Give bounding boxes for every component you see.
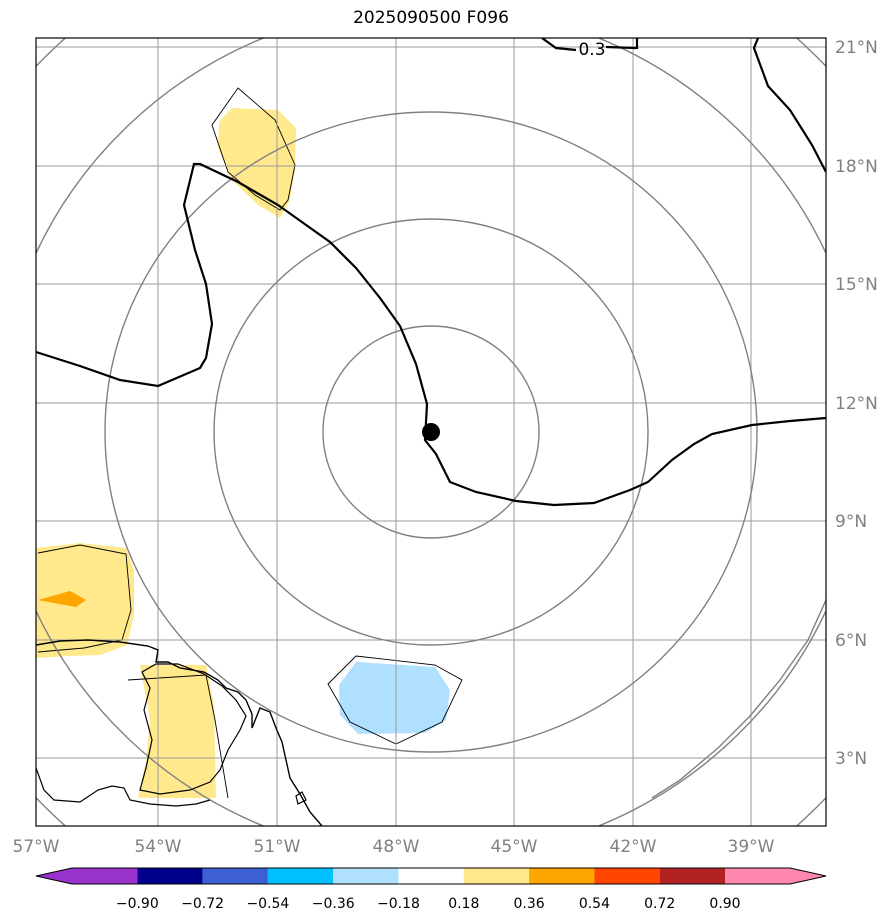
lon-tick: 42°W (610, 837, 657, 857)
colorbar-segment (725, 868, 790, 884)
storm-center-dot (422, 423, 440, 441)
colorbar-label: 0.54 (579, 896, 610, 912)
positive-anomaly-core (38, 591, 86, 607)
lon-tick: 48°W (373, 837, 420, 857)
map-frame (35, 37, 827, 827)
colorbar-label: 0.72 (644, 896, 675, 912)
colorbar-label: −0.18 (377, 896, 420, 912)
lon-tick: 39°W (728, 837, 775, 857)
lon-tick: 54°W (135, 837, 182, 857)
lat-tick: 21°N (835, 38, 878, 58)
range-ring-3 (104, 111, 758, 753)
thin-contour-negative (327, 655, 463, 745)
coastline-island (295, 791, 307, 805)
coastline-south-america (36, 639, 323, 826)
lat-tick: 9°N (835, 512, 867, 532)
lat-tick: 18°N (835, 157, 878, 177)
colorbar-label: 0.90 (709, 896, 740, 912)
contour-southeast (651, 599, 826, 799)
coastline-north-shore (36, 767, 211, 807)
coastline-inner (139, 663, 247, 795)
colorbar-segment (333, 868, 399, 884)
lon-tick: 45°W (491, 837, 538, 857)
zero-contour-northeast (752, 38, 826, 173)
colorbar-label: 0.36 (514, 896, 545, 912)
graticule (36, 38, 826, 826)
range-ring-2 (213, 218, 649, 646)
lat-tick-labels: 21°N 18°N 15°N 12°N 9°N 6°N 3°N (835, 38, 878, 769)
lat-tick: 3°N (835, 749, 867, 769)
zero-contour-top (541, 38, 639, 52)
colorbar-segment (267, 868, 334, 884)
colorbar-segment (529, 868, 595, 884)
colorbar-segment (202, 868, 268, 884)
lat-tick: 12°N (835, 394, 878, 414)
contour-label: 0.3 (578, 40, 605, 60)
map-title: 2025090500 F096 (353, 8, 509, 28)
thin-contour-south (127, 674, 229, 799)
negative-anomaly (339, 662, 450, 734)
colorbar: −0.90 −0.72 −0.54 −0.36 −0.18 0.18 0.36 … (35, 867, 827, 912)
zero-contour-main (36, 162, 826, 507)
lat-tick: 15°N (835, 275, 878, 295)
colorbar-extend-high (790, 868, 826, 884)
colorbar-segment (72, 868, 138, 884)
lon-tick: 51°W (254, 837, 301, 857)
colorbar-segment (463, 868, 530, 884)
colorbar-segment (594, 868, 660, 884)
colorbar-extend-low (36, 868, 72, 884)
colorbar-outline (35, 867, 827, 885)
colorbar-segment (398, 868, 464, 884)
thin-contour-west (37, 544, 132, 653)
colorbar-label: 0.18 (448, 896, 479, 912)
thin-contour-north (211, 87, 296, 211)
colorbar-label: −0.36 (312, 896, 355, 912)
colorbar-segment (659, 868, 725, 884)
colorbar-segment (137, 868, 203, 884)
colorbar-label: −0.72 (181, 896, 224, 912)
lat-tick: 6°N (835, 631, 867, 651)
lon-tick-labels: 57°W 54°W 51°W 48°W 45°W 42°W 39°W (13, 837, 775, 857)
colorbar-label: −0.90 (116, 896, 159, 912)
lon-tick: 57°W (13, 837, 60, 857)
colorbar-label: −0.54 (246, 896, 289, 912)
range-ring-1 (322, 325, 540, 539)
positive-anomaly-north (218, 108, 296, 218)
